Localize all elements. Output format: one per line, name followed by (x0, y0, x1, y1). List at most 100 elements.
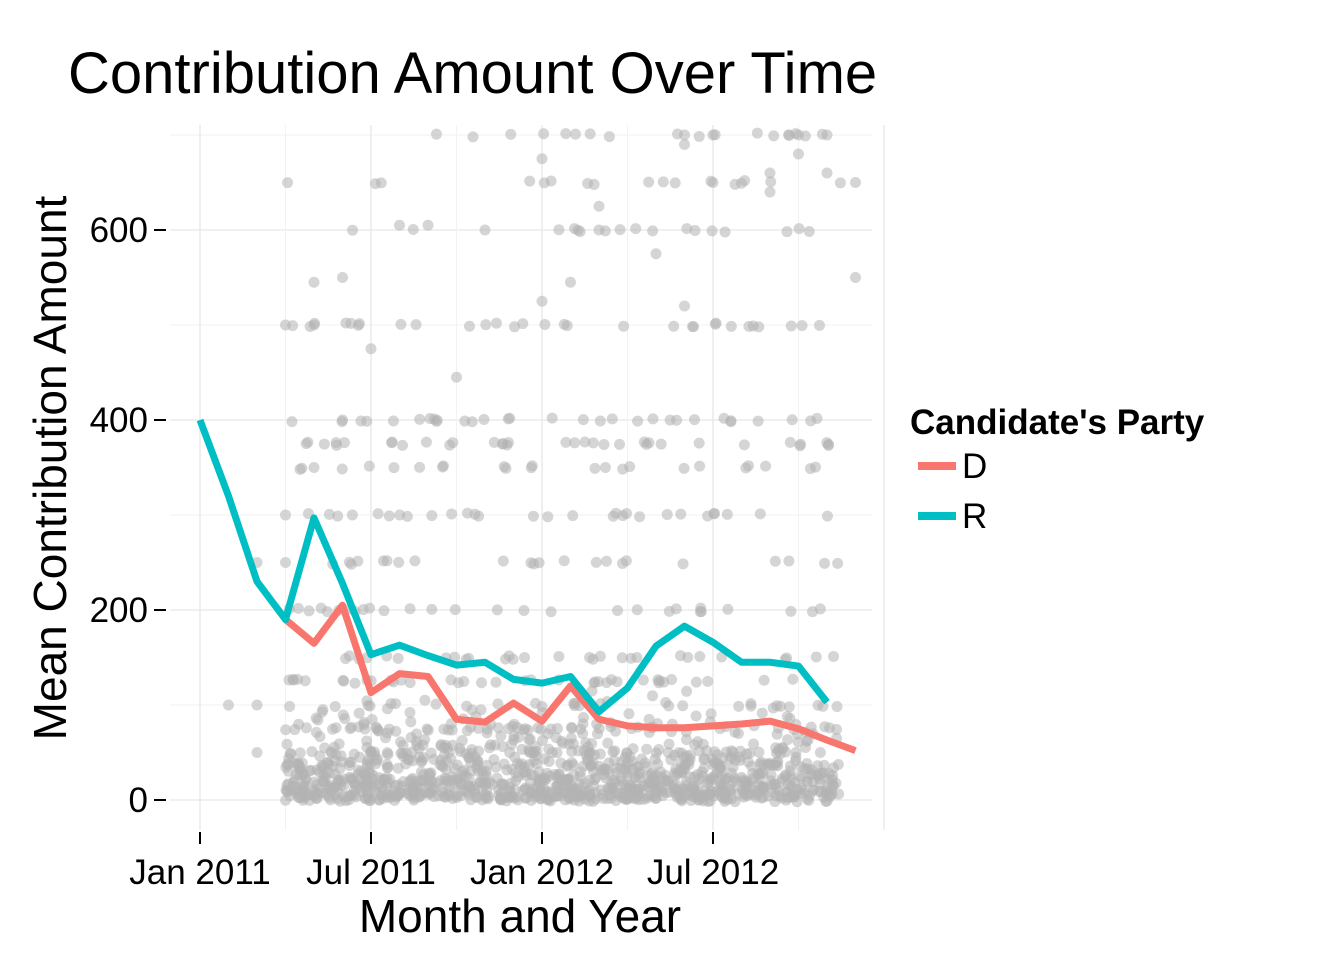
scatter-point (355, 766, 367, 778)
scatter-point (753, 746, 765, 758)
scatter-point (490, 317, 502, 329)
scatter-point (693, 130, 705, 142)
scatter-point (690, 676, 702, 688)
scatter-point (525, 462, 537, 474)
scatter-point (492, 698, 504, 710)
scatter-point (668, 320, 680, 332)
scatter-point (677, 700, 689, 712)
y-tick-label: 200 (90, 591, 148, 630)
scatter-point (584, 774, 596, 786)
scatter-point (446, 508, 458, 520)
scatter-point (785, 605, 797, 617)
scatter-point (383, 510, 395, 522)
scatter-point (368, 749, 380, 761)
scatter-point (696, 766, 708, 778)
scatter-point (285, 748, 297, 760)
scatter-point (793, 129, 804, 141)
scatter-point (584, 791, 596, 803)
scatter-point (782, 734, 794, 746)
scatter-point (803, 794, 815, 806)
scatter-point (823, 438, 835, 450)
scatter-point (375, 177, 387, 189)
scatter-point (606, 413, 618, 425)
scatter-point (527, 510, 539, 522)
scatter-point (310, 712, 322, 724)
scatter-point (284, 700, 296, 712)
scatter-point (524, 175, 536, 187)
scatter-point (478, 413, 490, 425)
scatter-point (403, 754, 415, 766)
scatter-point (787, 673, 799, 685)
scatter-point (430, 128, 442, 140)
scatter-point (818, 759, 830, 771)
scatter-point (316, 759, 328, 771)
scatter-point (781, 226, 793, 238)
scatter-point (392, 652, 404, 664)
scatter-point (756, 707, 768, 719)
scatter-point (283, 674, 295, 686)
scatter-point (350, 791, 362, 803)
scatter-point (577, 718, 589, 730)
scatter-point (599, 461, 611, 473)
scatter-point (424, 413, 436, 425)
scatter-point (710, 317, 722, 329)
scatter-point (811, 412, 823, 424)
scatter-point (748, 738, 760, 750)
scatter-point (387, 415, 399, 427)
scatter-point (364, 700, 376, 712)
scatter-point (629, 771, 641, 783)
scatter-point (569, 700, 581, 712)
legend-title: Candidate's Party (910, 403, 1205, 442)
scatter-point (588, 178, 600, 190)
scatter-point (810, 651, 822, 663)
scatter-point (286, 416, 298, 428)
scatter-point (346, 774, 358, 786)
scatter-point (694, 460, 706, 472)
scatter-point (634, 511, 646, 523)
scatter-point (607, 510, 619, 522)
scatter-point (419, 694, 431, 706)
scatter-point (344, 723, 356, 735)
scatter-point (352, 555, 364, 567)
scatter-point (551, 779, 563, 791)
scatter-point (447, 437, 459, 449)
scatter-point (388, 462, 400, 474)
scatter-point (397, 439, 409, 451)
scatter-point (517, 318, 529, 330)
scatter-point (641, 743, 653, 755)
scatter-point (325, 780, 337, 792)
scatter-point (445, 674, 457, 686)
scatter-point (679, 129, 690, 141)
scatter-point (567, 759, 579, 771)
scatter-point (444, 782, 456, 794)
scatter-point (330, 722, 342, 734)
scatter-point (420, 436, 432, 448)
scatter-point (426, 603, 438, 615)
scatter-point (682, 651, 694, 663)
scatter-point (336, 463, 348, 475)
scatter-point (311, 779, 323, 791)
scatter-point (694, 606, 706, 618)
scatter-point (439, 791, 451, 803)
scatter-point (725, 320, 737, 332)
scatter-point (601, 677, 613, 689)
scatter-point (282, 177, 294, 189)
scatter-point (786, 414, 798, 426)
scatter-point (560, 436, 572, 448)
scatter-point (466, 416, 478, 428)
scatter-point (383, 723, 395, 735)
scatter-point (340, 653, 352, 665)
legend-label-r: R (962, 497, 987, 536)
scatter-point (631, 652, 643, 664)
scatter-point (760, 460, 772, 472)
scatter-point (790, 751, 802, 763)
scatter-point (618, 320, 630, 332)
scatter-point (694, 650, 706, 662)
scatter-point (814, 603, 826, 615)
scatter-point (650, 248, 662, 260)
scatter-point (536, 734, 548, 746)
scatter-point (341, 790, 353, 802)
scatter-point (365, 343, 377, 355)
scatter-point (337, 272, 348, 283)
scatter-point (479, 224, 491, 236)
